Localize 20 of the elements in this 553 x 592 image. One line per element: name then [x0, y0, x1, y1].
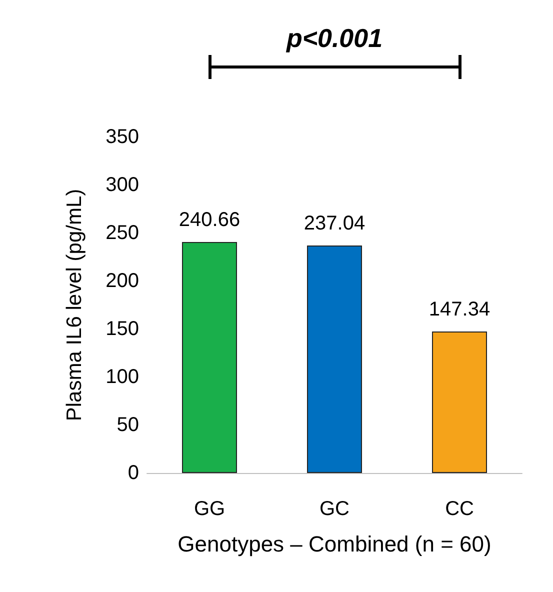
x-axis-title: Genotypes – Combined (n = 60) [178, 532, 492, 556]
data-label: 240.66 [178, 208, 240, 231]
y-tick-label: 150 [106, 318, 139, 340]
x-tick-label: CC [445, 498, 474, 520]
y-tick-label: 0 [128, 462, 139, 484]
y-tick-label: 100 [106, 366, 139, 388]
data-label: 237.04 [304, 212, 366, 234]
x-tick-label: GG [194, 498, 226, 520]
y-axis-title: Plasma IL6 level (pg/mL) [63, 188, 86, 422]
text: p<0.001 [285, 23, 383, 53]
y-tick-label: 350 [106, 126, 139, 148]
y-tick-label: 300 [106, 174, 139, 196]
y-tick-label: 200 [106, 270, 139, 292]
bar [307, 245, 362, 473]
x-tick-label: GC [320, 498, 350, 520]
y-tick-label: 50 [116, 414, 139, 436]
bar [432, 332, 487, 473]
bar [182, 242, 237, 473]
y-tick-label: 250 [106, 222, 139, 244]
data-label: 147.34 [428, 298, 490, 321]
